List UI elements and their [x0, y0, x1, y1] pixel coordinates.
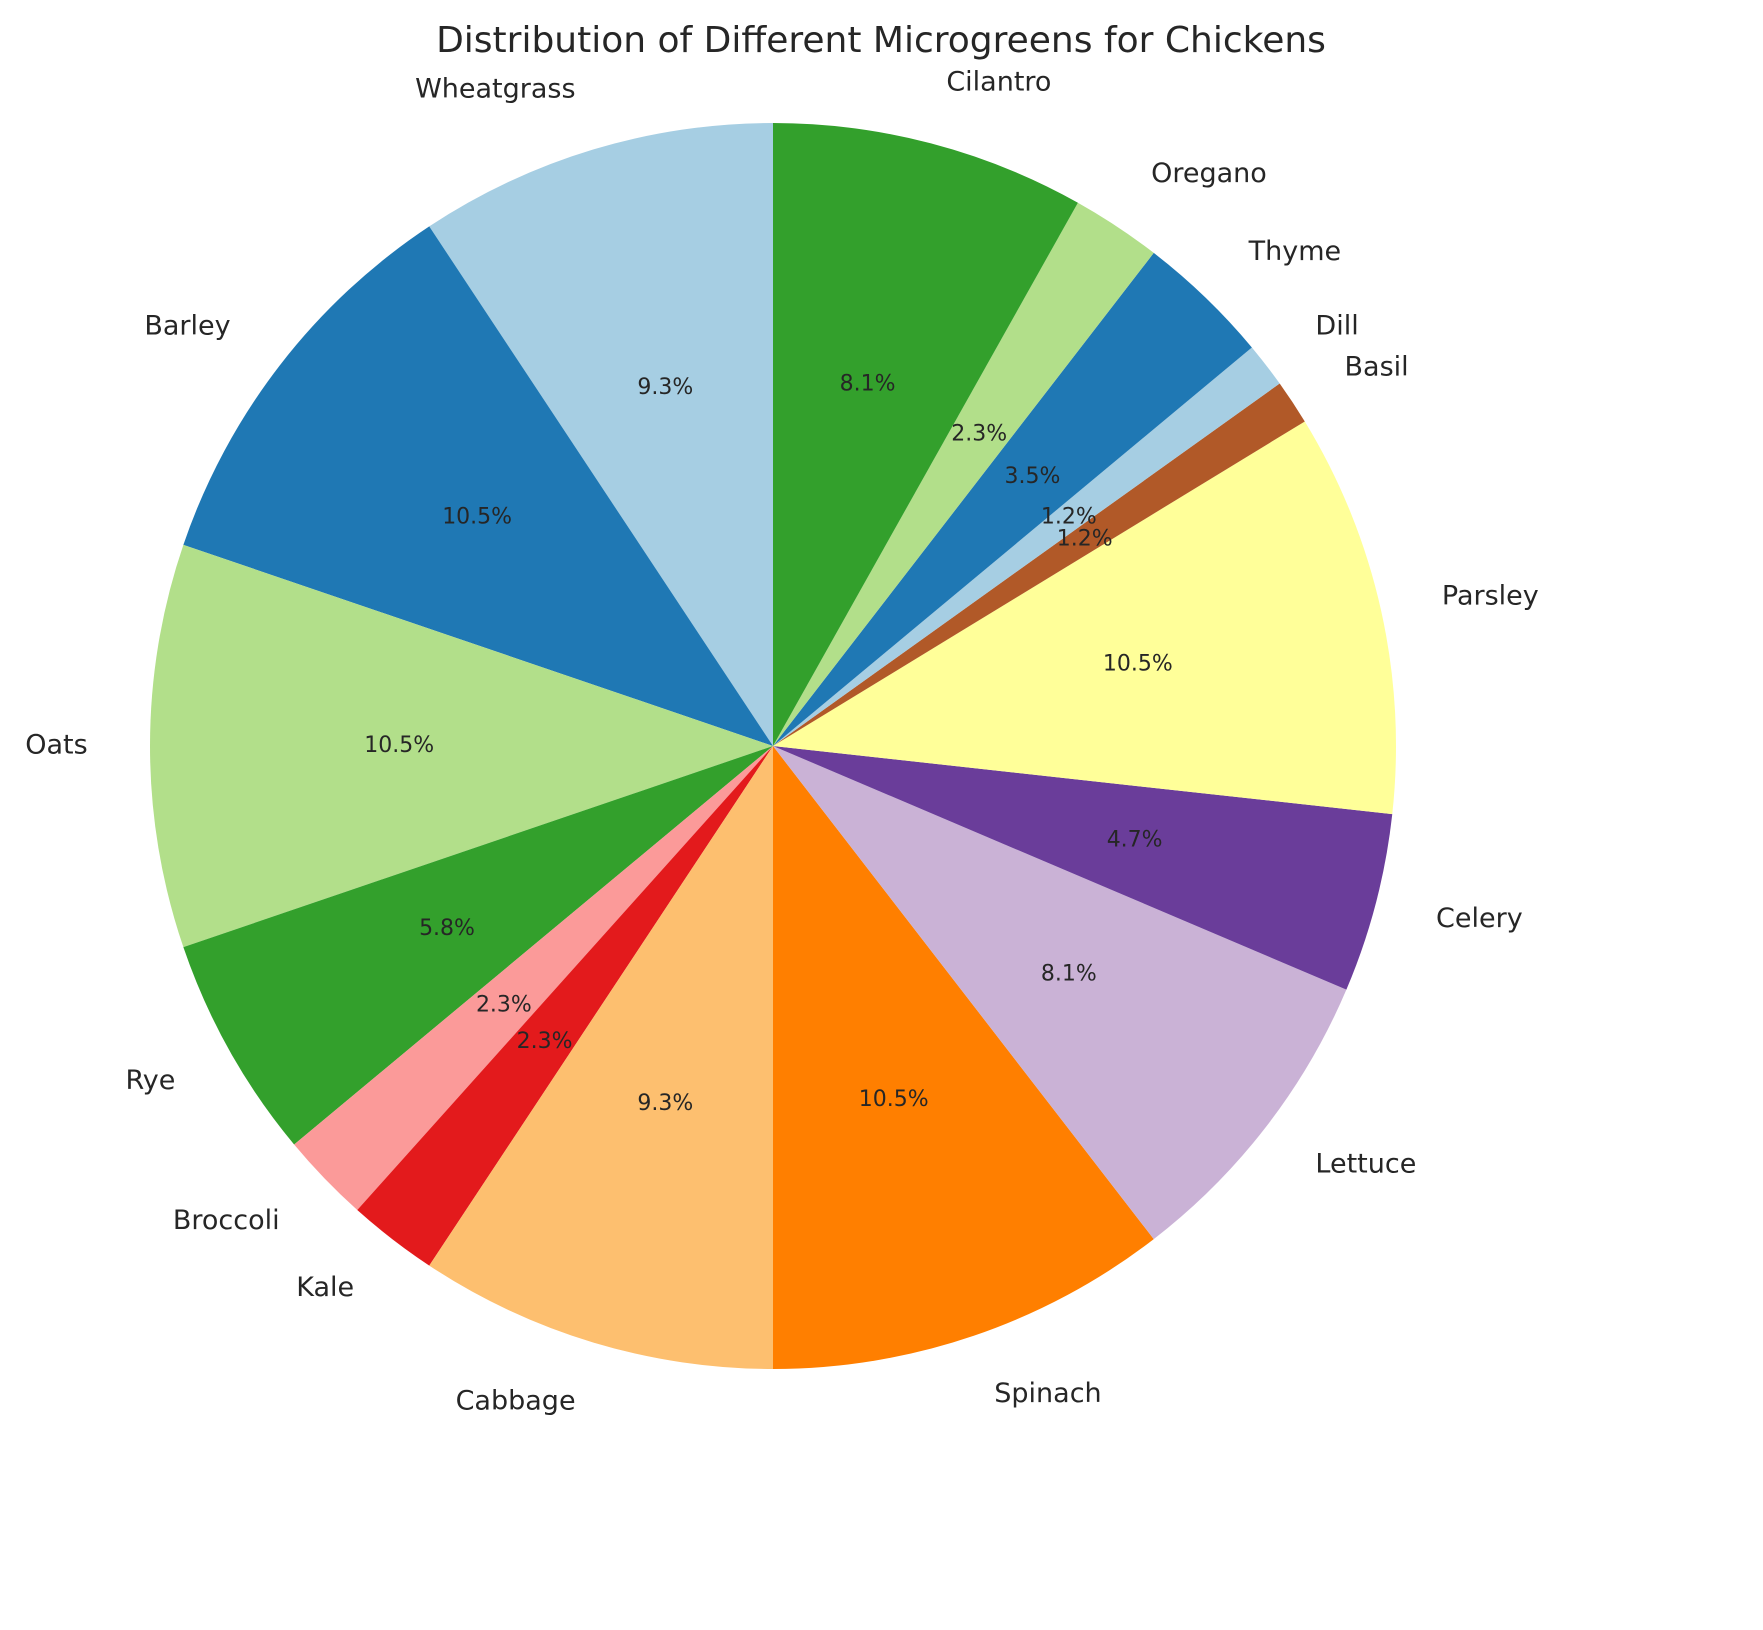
slice-label-wheatgrass: Wheatgrass — [415, 73, 575, 104]
slice-label-spinach: Spinach — [994, 1378, 1101, 1409]
percent-label-thyme: 3.5% — [1004, 464, 1060, 489]
pie-slice-oats — [150, 544, 773, 948]
percent-label-oregano: 2.3% — [951, 421, 1007, 446]
slice-label-rye: Rye — [126, 1065, 176, 1096]
pie-slice-lettuce — [773, 746, 1347, 1240]
percent-label-barley: 10.5% — [442, 505, 512, 530]
percent-label-cilantro: 8.1% — [840, 371, 896, 396]
slice-label-broccoli: Broccoli — [173, 1205, 280, 1236]
pie-slice-oregano — [773, 202, 1154, 746]
slice-label-dill: Dill — [1315, 311, 1358, 342]
pie-slice-spinach — [773, 746, 1154, 1369]
percent-label-oats: 10.5% — [364, 733, 434, 758]
slice-label-cilantro: Cilantro — [946, 66, 1051, 97]
pie-slice-celery — [773, 746, 1393, 990]
percent-label-lettuce: 8.1% — [1041, 961, 1097, 986]
slice-label-thyme: Thyme — [1248, 236, 1342, 267]
pie-slice-parsley — [773, 421, 1396, 815]
percent-label-basil: 1.2% — [1057, 527, 1113, 552]
percent-label-spinach: 10.5% — [859, 1087, 929, 1112]
pie-slice-kale — [357, 746, 773, 1266]
percent-label-rye: 5.8% — [419, 916, 475, 941]
percent-label-wheatgrass: 9.3% — [637, 375, 693, 400]
percent-label-kale: 2.3% — [517, 1029, 573, 1054]
pie-slice-cilantro — [773, 123, 1078, 746]
percent-label-broccoli: 2.3% — [476, 992, 532, 1017]
percent-label-dill: 1.2% — [1041, 505, 1097, 530]
chart-title: Distribution of Different Microgreens fo… — [436, 20, 1326, 61]
pie-slice-wheatgrass — [429, 123, 773, 746]
pie-slice-dill — [773, 347, 1280, 746]
percent-label-parsley: 10.5% — [1103, 652, 1173, 677]
slice-label-cabbage: Cabbage — [456, 1386, 576, 1417]
pie-slice-barley — [183, 226, 773, 746]
pie-slices — [150, 123, 1396, 1369]
slice-labels: Wheatgrass 9.3% Barley 10.5% Oats 10.5% Rye 5.8… — [25, 66, 1539, 1416]
pie-slice-basil — [773, 383, 1305, 746]
pie-slice-cabbage — [429, 746, 773, 1369]
slice-label-basil: Basil — [1345, 351, 1409, 382]
slice-label-celery: Celery — [1436, 903, 1523, 934]
slice-label-lettuce: Lettuce — [1315, 1148, 1416, 1179]
percent-label-celery: 4.7% — [1107, 828, 1163, 853]
slice-label-oats: Oats — [25, 730, 87, 761]
slice-label-parsley: Parsley — [1442, 580, 1539, 611]
slice-label-oregano: Oregano — [1151, 158, 1267, 189]
slice-label-barley: Barley — [144, 311, 230, 342]
percent-label-cabbage: 9.3% — [637, 1091, 693, 1116]
pie-slice-thyme — [773, 252, 1252, 746]
slice-label-kale: Kale — [296, 1272, 354, 1303]
pie-slice-broccoli — [294, 746, 773, 1210]
pie-slice-rye — [183, 746, 773, 1145]
